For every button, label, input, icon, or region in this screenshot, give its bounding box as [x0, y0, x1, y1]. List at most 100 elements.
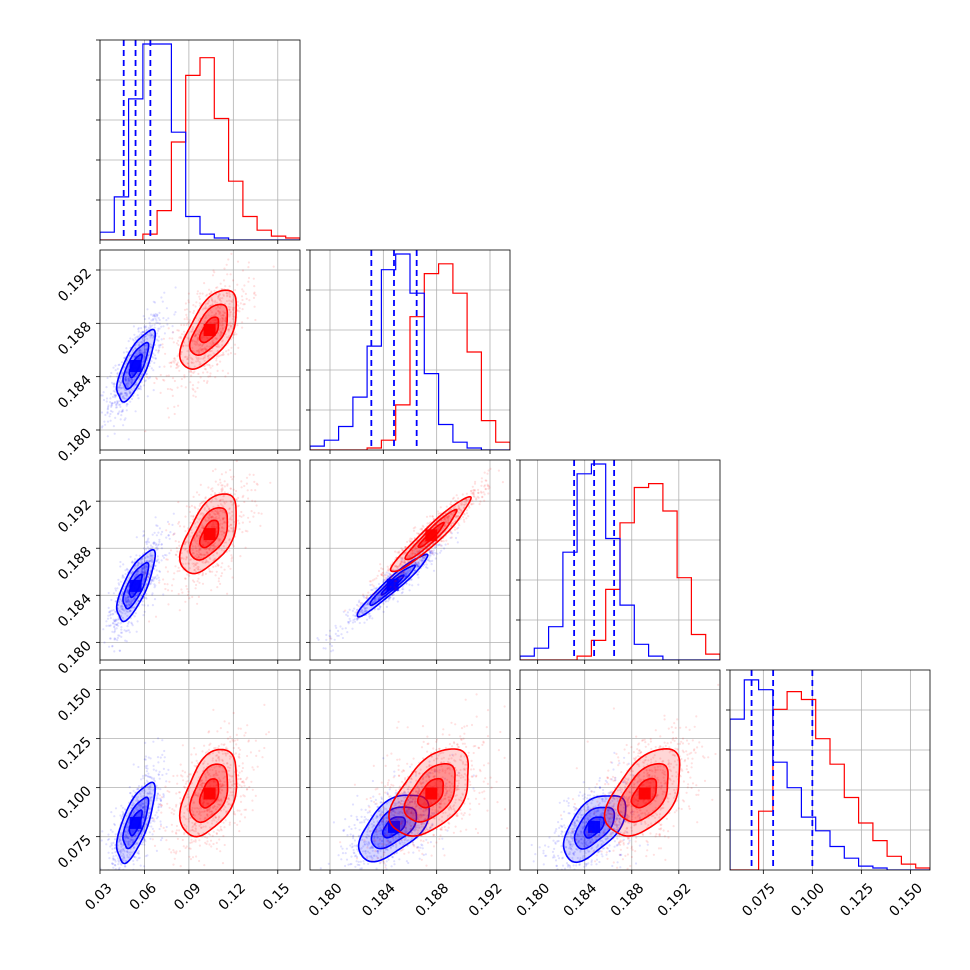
scatter-point [154, 516, 157, 519]
scatter-point [317, 638, 320, 641]
scatter-point [209, 304, 212, 307]
scatter-point [138, 343, 141, 346]
scatter-point [157, 349, 160, 352]
scatter-point [201, 308, 204, 311]
scatter-point [113, 631, 116, 634]
scatter-point [127, 379, 130, 382]
scatter-point [254, 489, 257, 492]
scatter-point [272, 265, 275, 268]
scatter-point [165, 772, 168, 775]
scatter-point [424, 561, 427, 564]
scatter-point [342, 610, 345, 613]
scatter-point [480, 484, 483, 487]
scatter-point [160, 296, 163, 299]
scatter-point [182, 557, 185, 560]
scatter-point [227, 328, 230, 331]
scatter-point [155, 534, 158, 537]
scatter-point [122, 563, 125, 566]
scatter-point [472, 489, 475, 492]
scatter-point [404, 573, 408, 576]
scatter-point [470, 503, 473, 506]
scatter-point [437, 512, 440, 515]
scatter-point [453, 505, 457, 508]
scatter-point [177, 404, 180, 407]
scatter-point [156, 544, 160, 547]
scatter-point [143, 335, 146, 338]
scatter-point [119, 418, 122, 421]
scatter-point [316, 637, 319, 640]
scatter-point [221, 526, 224, 529]
scatter-point [177, 329, 180, 332]
scatter-point [148, 775, 151, 778]
scatter-point [129, 337, 132, 340]
scatter-point [214, 513, 217, 516]
scatter-point [113, 638, 116, 641]
scatter-point [210, 321, 213, 324]
scatter-point [132, 606, 135, 609]
scatter-point [114, 620, 117, 623]
scatter-point [369, 614, 372, 618]
scatter-point [145, 597, 148, 600]
scatter-point [481, 495, 484, 498]
scatter-point [231, 527, 234, 530]
scatter-point [462, 507, 465, 510]
scatter-point [225, 500, 228, 503]
scatter-point [139, 864, 142, 867]
scatter-point [366, 603, 369, 606]
scatter-point [184, 547, 187, 551]
scatter-point [191, 551, 194, 554]
scatter-point [232, 315, 235, 318]
scatter-point [220, 354, 223, 357]
scatter-point [233, 520, 236, 524]
scatter-point [126, 384, 129, 388]
scatter-point [247, 450, 249, 452]
scatter-point [106, 412, 109, 415]
scatter-point [162, 796, 165, 799]
scatter-point [480, 477, 483, 480]
scatter-point [139, 802, 142, 805]
scatter-point [126, 589, 129, 592]
scatter-point [176, 570, 179, 573]
scatter-point [139, 807, 142, 810]
scatter-point [213, 544, 216, 548]
scatter-point [137, 850, 140, 853]
scatter-point [238, 522, 241, 525]
scatter-point [129, 851, 132, 854]
scatter-point [202, 350, 205, 353]
contour-line-red [389, 495, 472, 573]
scatter-point [123, 387, 126, 390]
scatter-point [106, 435, 109, 438]
scatter-point [395, 572, 398, 575]
scatter-point [125, 814, 128, 817]
scatter-point [144, 596, 147, 599]
scatter-point [163, 553, 167, 557]
scatter-point [142, 315, 145, 318]
scatter-point [231, 530, 234, 533]
scatter-point [189, 356, 192, 359]
scatter-point [123, 609, 126, 612]
scatter-point [132, 339, 135, 342]
scatter-point [407, 560, 410, 563]
scatter-point [158, 570, 162, 573]
scatter-point [477, 491, 480, 494]
scatter-point [213, 525, 216, 528]
scatter-point [211, 547, 215, 551]
scatter-point [417, 565, 420, 568]
scatter-point [119, 814, 122, 817]
scatter-point [235, 489, 238, 493]
scatter-point [190, 515, 193, 518]
scatter-point [180, 377, 183, 381]
scatter-point [137, 795, 140, 799]
scatter-point [138, 348, 141, 351]
scatter-point [250, 455, 252, 457]
scatter-point [112, 622, 115, 625]
scatter-point [374, 598, 377, 601]
scatter-point [131, 600, 134, 603]
scatter-point [223, 312, 226, 315]
scatter-point [203, 507, 206, 510]
scatter-point [137, 344, 140, 347]
scatter-point [147, 816, 150, 819]
scatter-point [188, 354, 191, 357]
scatter-point [152, 789, 155, 792]
scatter-point [206, 551, 209, 554]
